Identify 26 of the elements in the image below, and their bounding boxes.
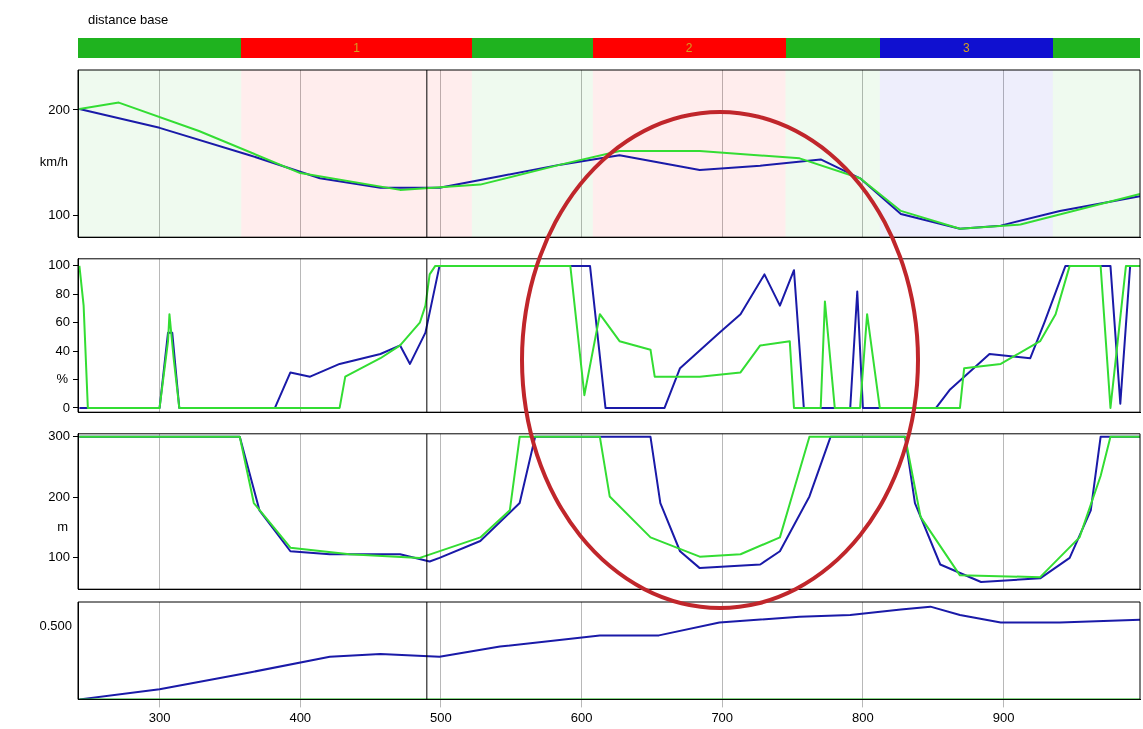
y-tick-label: 40 (55, 342, 70, 358)
x-tick-label: 500 (430, 709, 452, 725)
sector-strip: 1 2 3 (78, 38, 1140, 58)
y-axis-title: m (57, 518, 68, 534)
chart-title: distance base (88, 11, 169, 27)
y-tick-label: 200 (48, 101, 70, 117)
y-tick-label: 0 (62, 399, 70, 415)
band-label: 3 (879, 38, 1053, 58)
x-tick-label: 300 (148, 709, 171, 725)
y-tick-label: 100 (48, 257, 70, 273)
y-axis-title: km/h (39, 154, 68, 170)
x-tick-label: 900 (992, 709, 1015, 725)
y-tick-label: 200 (48, 488, 70, 504)
text: 0.500 (39, 617, 72, 633)
y-tick-label: 300 (48, 428, 70, 444)
y-axis-title: % (56, 371, 69, 387)
band-label: 1 (241, 38, 472, 58)
band-label: 2 (592, 38, 786, 58)
x-tick-label: 700 (711, 709, 734, 725)
y-tick-label: 100 (48, 548, 70, 564)
x-tick-label: 600 (570, 709, 593, 725)
y-tick-label: 60 (55, 314, 70, 330)
y-tick-label: 100 (48, 206, 70, 222)
y-tick-label: 80 (55, 285, 70, 301)
x-tick-label: 800 (852, 709, 874, 725)
x-tick-label: 400 (289, 709, 312, 725)
